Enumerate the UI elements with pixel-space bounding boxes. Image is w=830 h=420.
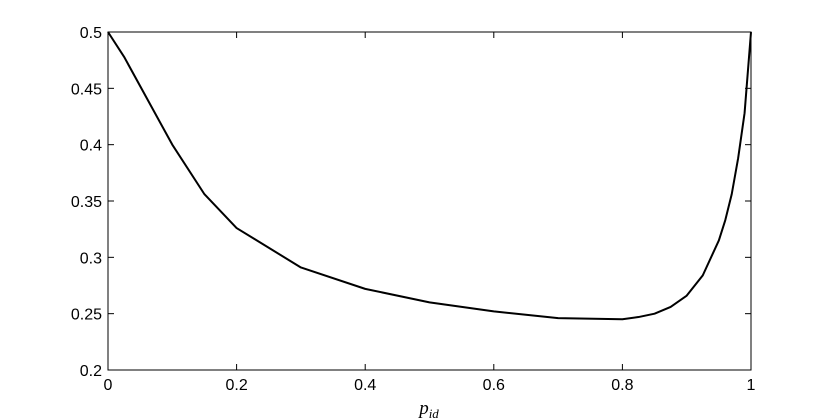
x-tick-label: 0 bbox=[104, 377, 113, 394]
y-tick-label: 0.25 bbox=[71, 307, 102, 324]
y-tick-label: 0.45 bbox=[71, 81, 102, 98]
y-tick-label: 0.2 bbox=[80, 363, 102, 380]
line-series bbox=[107, 31, 752, 321]
plot-frame bbox=[107, 31, 752, 371]
x-axis-label: pid bbox=[417, 398, 439, 420]
x-label-base: p bbox=[417, 398, 429, 419]
x-label-sub: id bbox=[429, 406, 440, 420]
x-tick-label: 0.8 bbox=[611, 377, 633, 394]
y-tick-label: 0.35 bbox=[71, 194, 102, 211]
y-tick-label: 0.4 bbox=[80, 138, 102, 155]
x-tick-label: 0.6 bbox=[483, 377, 505, 394]
x-tick-label: 0.2 bbox=[225, 377, 247, 394]
x-tick-label: 0.4 bbox=[354, 377, 376, 394]
y-tick-label: 0.3 bbox=[80, 250, 102, 267]
y-tick-label: 0.5 bbox=[80, 25, 102, 42]
x-tick-label: 1 bbox=[747, 377, 756, 394]
